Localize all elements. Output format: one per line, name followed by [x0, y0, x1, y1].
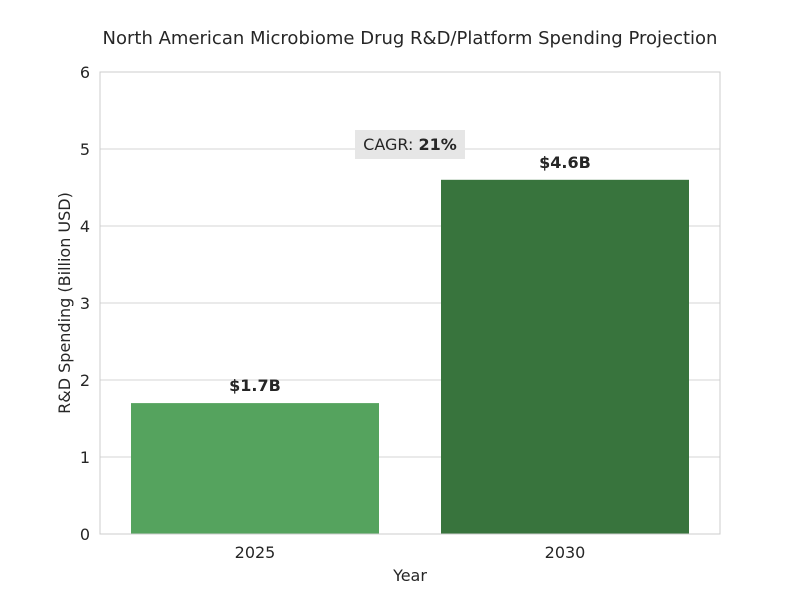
bars — [131, 179, 689, 535]
bar-2030 — [441, 179, 689, 535]
data-labels: $1.7B $4.6B — [229, 153, 591, 395]
cagr-prefix: CAGR: — [363, 135, 418, 154]
cagr-annotation: CAGR: 21% — [355, 130, 465, 159]
y-tick-label: 2 — [80, 371, 90, 390]
data-label-2030: $4.6B — [539, 153, 591, 172]
x-tick-label: 2025 — [235, 543, 276, 562]
x-axis-title: Year — [392, 566, 427, 585]
data-label-2025: $1.7B — [229, 376, 281, 395]
x-tick-labels: 2025 2030 — [235, 543, 586, 562]
bar-2025 — [131, 403, 379, 534]
cagr-label: CAGR: 21% — [363, 135, 457, 154]
y-tick-label: 0 — [80, 525, 90, 544]
y-tick-label: 3 — [80, 294, 90, 313]
y-axis-title: R&D Spending (Billion USD) — [55, 192, 74, 414]
plot-frame — [99, 71, 721, 535]
y-tick-labels: 0 1 2 3 4 5 6 — [80, 63, 90, 544]
cagr-value: 21% — [419, 135, 457, 154]
y-tick-label: 6 — [80, 63, 90, 82]
y-tick-label: 5 — [80, 140, 90, 159]
cagr-box — [355, 130, 465, 159]
chart-title: North American Microbiome Drug R&D/Platf… — [103, 28, 718, 49]
y-tick-label: 1 — [80, 448, 90, 467]
y-tick-label: 4 — [80, 217, 90, 236]
x-tick-label: 2030 — [545, 543, 586, 562]
